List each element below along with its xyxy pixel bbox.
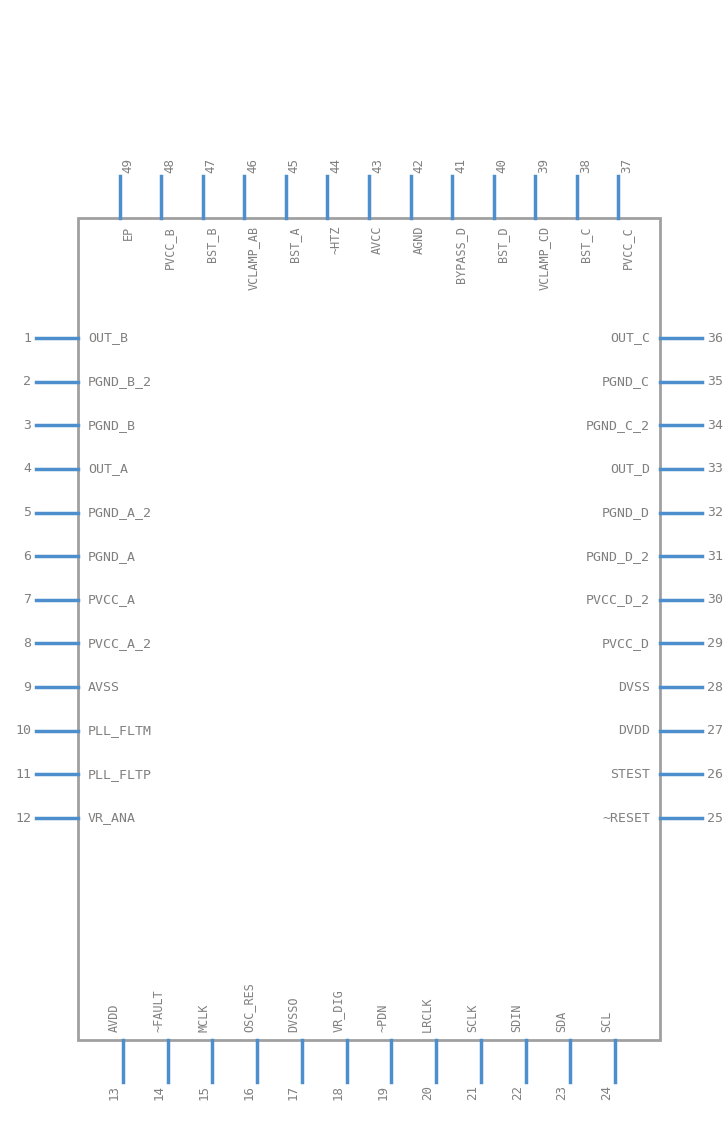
Text: AVDD: AVDD xyxy=(108,1004,121,1032)
Text: VCLAMP_CD: VCLAMP_CD xyxy=(537,226,550,290)
Text: SCL: SCL xyxy=(600,1011,613,1032)
Text: BST_D: BST_D xyxy=(496,226,509,262)
Text: 24: 24 xyxy=(600,1085,613,1100)
Text: 5: 5 xyxy=(23,506,31,519)
Text: MCLK: MCLK xyxy=(197,1004,210,1032)
Text: BYPASS_D: BYPASS_D xyxy=(454,226,467,283)
Text: 16: 16 xyxy=(242,1085,255,1100)
Text: 13: 13 xyxy=(108,1085,121,1100)
Text: 26: 26 xyxy=(707,768,723,781)
Text: 27: 27 xyxy=(707,724,723,738)
Text: 37: 37 xyxy=(620,158,633,173)
Text: 20: 20 xyxy=(422,1085,434,1100)
Text: 14: 14 xyxy=(153,1085,165,1100)
Text: SCLK: SCLK xyxy=(466,1004,479,1032)
Text: 21: 21 xyxy=(466,1085,479,1100)
Text: OSC_RES: OSC_RES xyxy=(242,982,255,1032)
Text: 12: 12 xyxy=(15,811,31,825)
Text: ~FAULT: ~FAULT xyxy=(153,989,165,1032)
Text: BST_C: BST_C xyxy=(579,226,592,262)
Text: 46: 46 xyxy=(246,158,259,173)
Text: PVCC_A_2: PVCC_A_2 xyxy=(88,637,152,650)
Text: DVSS: DVSS xyxy=(618,680,650,694)
Text: 23: 23 xyxy=(555,1085,569,1100)
Text: BST_B: BST_B xyxy=(205,226,218,262)
Text: 3: 3 xyxy=(23,418,31,432)
Text: AVCC: AVCC xyxy=(371,226,384,255)
Text: 19: 19 xyxy=(376,1085,389,1100)
Text: PVCC_D: PVCC_D xyxy=(602,637,650,650)
Text: PGND_C: PGND_C xyxy=(602,376,650,388)
Text: 4: 4 xyxy=(23,462,31,475)
Text: PLL_FLTM: PLL_FLTM xyxy=(88,724,152,738)
Text: 15: 15 xyxy=(197,1085,210,1100)
Text: AVSS: AVSS xyxy=(88,680,120,694)
Text: VR_DIG: VR_DIG xyxy=(332,989,344,1032)
Text: 17: 17 xyxy=(287,1085,300,1100)
Text: 45: 45 xyxy=(288,158,301,173)
Text: 10: 10 xyxy=(15,724,31,738)
Text: DVSSO: DVSSO xyxy=(287,996,300,1032)
Text: 34: 34 xyxy=(707,418,723,432)
Text: 22: 22 xyxy=(511,1085,523,1100)
Text: PVCC_D_2: PVCC_D_2 xyxy=(586,593,650,607)
Text: PGND_B_2: PGND_B_2 xyxy=(88,376,152,388)
Text: 36: 36 xyxy=(707,332,723,344)
Text: ~RESET: ~RESET xyxy=(602,811,650,825)
Text: PGND_A_2: PGND_A_2 xyxy=(88,506,152,519)
Text: 41: 41 xyxy=(454,158,467,173)
Text: OUT_D: OUT_D xyxy=(610,462,650,475)
Text: 49: 49 xyxy=(122,158,135,173)
Text: PVCC_C: PVCC_C xyxy=(620,226,633,268)
Text: OUT_A: OUT_A xyxy=(88,462,128,475)
Text: 39: 39 xyxy=(537,158,550,173)
Text: ~HTZ: ~HTZ xyxy=(330,226,342,255)
Text: PGND_A: PGND_A xyxy=(88,549,136,563)
Text: 33: 33 xyxy=(707,462,723,475)
Text: 42: 42 xyxy=(413,158,426,173)
Text: PLL_FLTP: PLL_FLTP xyxy=(88,768,152,781)
Text: DVDD: DVDD xyxy=(618,724,650,738)
Text: 7: 7 xyxy=(23,593,31,607)
Bar xyxy=(78,218,660,1040)
Text: VCLAMP_AB: VCLAMP_AB xyxy=(246,226,259,290)
Text: LRCLK: LRCLK xyxy=(422,996,434,1032)
Text: EP: EP xyxy=(122,226,135,240)
Text: VR_ANA: VR_ANA xyxy=(88,811,136,825)
Text: OUT_B: OUT_B xyxy=(88,332,128,344)
Text: 40: 40 xyxy=(496,158,509,173)
Text: SDA: SDA xyxy=(555,1011,569,1032)
Text: 11: 11 xyxy=(15,768,31,781)
Text: PGND_C_2: PGND_C_2 xyxy=(586,418,650,432)
Text: 31: 31 xyxy=(707,549,723,563)
Text: PVCC_B: PVCC_B xyxy=(163,226,176,268)
Text: PGND_D: PGND_D xyxy=(602,506,650,519)
Text: OUT_C: OUT_C xyxy=(610,332,650,344)
Text: STEST: STEST xyxy=(610,768,650,781)
Text: BST_A: BST_A xyxy=(288,226,301,262)
Text: 6: 6 xyxy=(23,549,31,563)
Text: PVCC_A: PVCC_A xyxy=(88,593,136,607)
Text: 32: 32 xyxy=(707,506,723,519)
Text: PGND_B: PGND_B xyxy=(88,418,136,432)
Text: 30: 30 xyxy=(707,593,723,607)
Text: 9: 9 xyxy=(23,680,31,694)
Text: PGND_D_2: PGND_D_2 xyxy=(586,549,650,563)
Text: 44: 44 xyxy=(330,158,342,173)
Text: ~PDN: ~PDN xyxy=(376,1004,389,1032)
Text: 47: 47 xyxy=(205,158,218,173)
Text: 28: 28 xyxy=(707,680,723,694)
Text: 8: 8 xyxy=(23,637,31,650)
Text: 38: 38 xyxy=(579,158,592,173)
Text: AGND: AGND xyxy=(413,226,426,255)
Text: 48: 48 xyxy=(163,158,176,173)
Text: 25: 25 xyxy=(707,811,723,825)
Text: 29: 29 xyxy=(707,637,723,650)
Text: SDIN: SDIN xyxy=(511,1004,523,1032)
Text: 2: 2 xyxy=(23,376,31,388)
Text: 43: 43 xyxy=(371,158,384,173)
Text: 18: 18 xyxy=(332,1085,344,1100)
Text: 35: 35 xyxy=(707,376,723,388)
Text: 1: 1 xyxy=(23,332,31,344)
